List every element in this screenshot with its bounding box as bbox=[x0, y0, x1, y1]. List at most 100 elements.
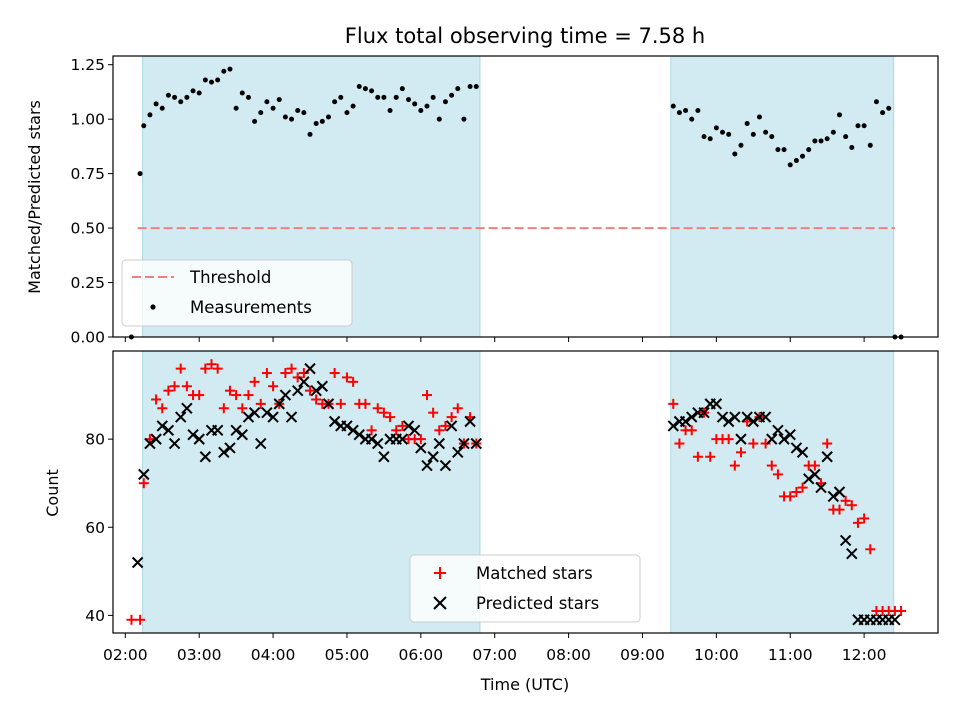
matched-star-point bbox=[785, 491, 796, 502]
ratio-y-ticks: 0.00 0.25 0.50 0.75 1.00 1.25 bbox=[70, 56, 113, 347]
matched-star-point bbox=[181, 381, 192, 392]
measurement-point bbox=[289, 116, 295, 122]
matched-star-point bbox=[391, 425, 402, 436]
measurement-point bbox=[387, 107, 393, 113]
predicted-star-point bbox=[415, 442, 427, 454]
measurement-point bbox=[836, 112, 842, 118]
matched-star-point bbox=[261, 368, 272, 379]
matched-star-point bbox=[791, 487, 802, 497]
matched-star-point bbox=[298, 368, 309, 379]
measurement-point bbox=[418, 107, 424, 113]
matched-star-point bbox=[674, 438, 685, 449]
predicted-star-point bbox=[803, 473, 815, 485]
matched-star-point bbox=[686, 425, 697, 436]
measurement-point bbox=[338, 94, 344, 100]
predicted-legend-swatch bbox=[433, 596, 447, 610]
matched-star-point bbox=[135, 614, 146, 625]
matched-star-point bbox=[397, 420, 408, 431]
measurement-point bbox=[707, 136, 713, 142]
measurement-point bbox=[350, 103, 356, 109]
measurement-point bbox=[356, 83, 362, 89]
predicted-star-point bbox=[224, 442, 236, 454]
measurements-legend-swatch bbox=[150, 304, 156, 310]
predicted-star-point bbox=[790, 442, 803, 454]
x-tick-label: 09:00 bbox=[620, 646, 665, 664]
predicted-star-point bbox=[365, 433, 378, 445]
matched-star-point bbox=[237, 403, 248, 414]
measurement-point bbox=[787, 162, 793, 168]
measurement-point bbox=[769, 134, 775, 140]
matched-star-point bbox=[243, 390, 254, 401]
matched-star-point bbox=[231, 390, 242, 401]
measurement-point bbox=[190, 88, 196, 94]
predicted-star-point bbox=[679, 415, 692, 428]
ratio-y-axis-label: Matched/Predicted stars bbox=[25, 100, 44, 294]
y-tick-label: 0.75 bbox=[70, 165, 105, 183]
measurement-point bbox=[375, 94, 381, 100]
predicted-star-point bbox=[248, 406, 261, 419]
matched-star-point bbox=[428, 407, 439, 418]
matched-star-point bbox=[729, 460, 740, 471]
matched-star-point bbox=[175, 363, 186, 374]
measurement-point bbox=[369, 88, 375, 94]
predicted-star-point bbox=[372, 437, 384, 450]
matched-star-point bbox=[846, 500, 857, 511]
measurement-point bbox=[436, 116, 442, 122]
count-legend[interactable]: Matched stars Predicted stars bbox=[409, 554, 641, 623]
measurement-point bbox=[855, 123, 861, 129]
measurement-point bbox=[880, 110, 886, 116]
predicted-stars-points bbox=[131, 362, 901, 626]
measurement-point bbox=[467, 83, 473, 89]
matched-star-point bbox=[206, 359, 217, 370]
count-y-axis-label: Count bbox=[43, 469, 62, 517]
predicted-star-point bbox=[156, 420, 168, 432]
matched-star-point bbox=[797, 482, 808, 493]
predicted-star-point bbox=[402, 420, 415, 432]
y-tick-label: 1.00 bbox=[70, 111, 105, 129]
predicted-star-point bbox=[458, 437, 470, 450]
measurement-point bbox=[264, 99, 270, 105]
measurement-point bbox=[806, 147, 812, 153]
predicted-star-point bbox=[279, 389, 292, 401]
measurement-point bbox=[239, 90, 245, 96]
measurement-point bbox=[843, 134, 849, 140]
threshold-legend-label: Threshold bbox=[189, 268, 271, 287]
ratio-axes-frame bbox=[112, 55, 939, 338]
predicted-star-point bbox=[181, 402, 193, 414]
x-tick-label: 08:00 bbox=[546, 646, 591, 664]
predicted-star-point bbox=[138, 468, 150, 481]
predicted-star-point bbox=[255, 437, 267, 450]
measurement-point bbox=[196, 90, 202, 96]
predicted-star-point bbox=[316, 380, 329, 392]
predicted-star-point bbox=[187, 429, 199, 441]
measurement-point bbox=[430, 94, 436, 100]
predicted-star-point bbox=[310, 384, 322, 397]
predicted-star-point bbox=[347, 424, 359, 437]
measurement-point bbox=[781, 147, 787, 153]
measurement-point bbox=[313, 121, 319, 127]
matched-star-point bbox=[772, 469, 783, 480]
matched-star-point bbox=[809, 460, 820, 471]
measurement-point bbox=[461, 116, 467, 122]
matched-star-point bbox=[194, 390, 205, 401]
y-tick-label: 0.25 bbox=[70, 274, 105, 292]
measurement-point bbox=[886, 105, 892, 111]
measurement-point bbox=[720, 129, 726, 135]
ratio-legend[interactable]: Threshold Measurements bbox=[121, 259, 353, 327]
measurement-point bbox=[861, 123, 867, 129]
ratio-x-ticks bbox=[124, 337, 865, 342]
measurement-point bbox=[670, 103, 676, 109]
measurement-point bbox=[172, 94, 178, 100]
x-tick-label: 02:00 bbox=[103, 646, 148, 664]
measurement-point bbox=[473, 83, 479, 89]
measurement-point bbox=[406, 97, 412, 103]
predicted-star-point bbox=[470, 437, 482, 450]
matched-star-point bbox=[255, 398, 266, 409]
measurement-point bbox=[867, 142, 873, 148]
matched-star-point bbox=[151, 394, 162, 405]
measurement-points bbox=[128, 66, 904, 340]
measurement-point bbox=[412, 101, 418, 107]
observing-window-2 bbox=[670, 55, 895, 338]
matched-star-point bbox=[668, 398, 679, 409]
predicted-star-point bbox=[131, 556, 144, 569]
